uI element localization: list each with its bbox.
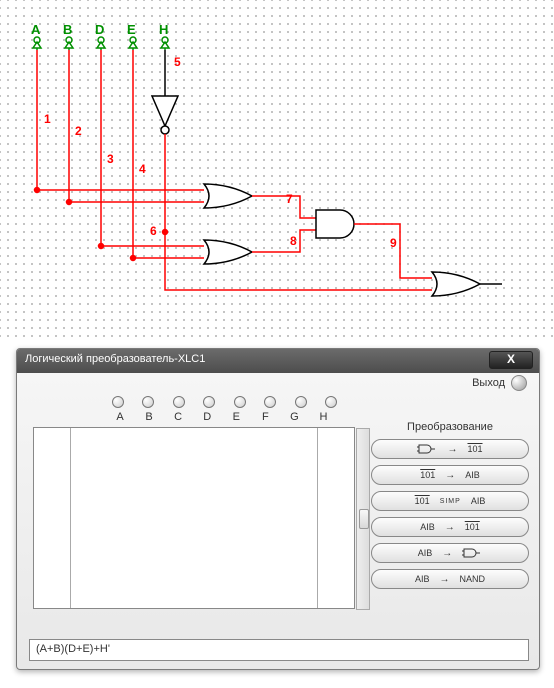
- var-terminal-h[interactable]: [325, 396, 337, 408]
- var-label-d: D: [194, 411, 220, 423]
- var-label-a: A: [107, 411, 133, 423]
- or-gate-3: [432, 272, 480, 296]
- gate-icon: [462, 547, 482, 559]
- btn-expr-to-circuit[interactable]: AIB →: [371, 543, 529, 563]
- wire-label-9: 9: [390, 236, 397, 250]
- var-terminal-d[interactable]: [203, 396, 215, 408]
- btn-expr-to-table[interactable]: AIB → 101: [371, 517, 529, 537]
- wire-label-8: 8: [290, 234, 297, 248]
- not-gate: [152, 96, 178, 134]
- var-terminal-a[interactable]: [112, 396, 124, 408]
- formula-input[interactable]: (A+B)(D+E)+H': [29, 639, 529, 661]
- circuit-svg: [0, 0, 554, 340]
- var-label-b: B: [136, 411, 162, 423]
- btn-table-to-expr[interactable]: 101 → AIB: [371, 465, 529, 485]
- conv-mid: SIMP: [440, 498, 461, 505]
- conv-to: AIB: [465, 470, 480, 480]
- variable-labels: A B C D E F G H: [107, 411, 336, 423]
- btn-expr-to-nand[interactable]: AIB → NAND: [371, 569, 529, 589]
- input-label-a: A: [31, 22, 40, 37]
- window-titlebar[interactable]: Логический преобразователь-XLC1 X: [17, 349, 539, 373]
- var-terminal-b[interactable]: [142, 396, 154, 408]
- exit-indicator-icon[interactable]: [511, 375, 527, 391]
- arrow-icon: →: [440, 574, 450, 585]
- var-label-g: G: [281, 411, 307, 423]
- circuit-canvas: A B D E H 1 2 3 4 5 6 7 8 9: [0, 0, 554, 340]
- wire-label-2: 2: [75, 124, 82, 138]
- var-terminal-f[interactable]: [264, 396, 276, 408]
- truth-table[interactable]: [33, 427, 355, 609]
- conv-to: 101: [467, 444, 482, 454]
- conv-to: NAND: [460, 574, 486, 584]
- var-terminal-g[interactable]: [295, 396, 307, 408]
- logic-converter-window: Логический преобразователь-XLC1 X Выход …: [16, 348, 540, 670]
- exit-label: Выход: [472, 377, 505, 389]
- gate-icon: [417, 443, 437, 455]
- table-scrollbar[interactable]: [356, 428, 370, 610]
- var-label-e: E: [223, 411, 249, 423]
- wire-label-4: 4: [139, 162, 146, 176]
- arrow-icon: →: [445, 522, 455, 533]
- btn-table-simp-expr[interactable]: 101 SIMP AIB: [371, 491, 529, 511]
- wire-label-7: 7: [286, 192, 293, 206]
- input-label-b: B: [63, 22, 72, 37]
- conv-from: AIB: [418, 548, 433, 558]
- conv-from: 101: [415, 496, 430, 506]
- arrow-icon: →: [447, 444, 457, 455]
- arrow-icon: →: [442, 548, 452, 559]
- window-title: Логический преобразователь-XLC1: [25, 353, 205, 365]
- or-gate-1: [204, 184, 252, 208]
- conv-from: 101: [420, 470, 435, 480]
- var-label-c: C: [165, 411, 191, 423]
- var-terminal-e[interactable]: [234, 396, 246, 408]
- conversion-panel: Преобразование → 101 101 → AIB 101 SIMP …: [371, 421, 529, 595]
- wire-label-1: 1: [44, 112, 51, 126]
- var-terminal-c[interactable]: [173, 396, 185, 408]
- conv-from: AIB: [420, 522, 435, 532]
- conversion-title: Преобразование: [371, 421, 529, 433]
- input-label-d: D: [95, 22, 104, 37]
- input-label-e: E: [127, 22, 136, 37]
- conv-to: AIB: [471, 496, 486, 506]
- wire-label-3: 3: [107, 152, 114, 166]
- and-gate: [316, 210, 354, 238]
- arrow-icon: →: [445, 470, 455, 481]
- scroll-grip-icon[interactable]: [359, 509, 369, 529]
- wire-label-5: 5: [174, 55, 181, 69]
- or-gate-2: [204, 240, 252, 264]
- close-button[interactable]: X: [489, 351, 533, 369]
- input-label-h: H: [159, 22, 168, 37]
- var-label-f: F: [252, 411, 278, 423]
- conv-to: 101: [465, 522, 480, 532]
- btn-circuit-to-table[interactable]: → 101: [371, 439, 529, 459]
- var-label-h: H: [310, 411, 336, 423]
- wire-label-6: 6: [150, 224, 157, 238]
- conv-from: AIB: [415, 574, 430, 584]
